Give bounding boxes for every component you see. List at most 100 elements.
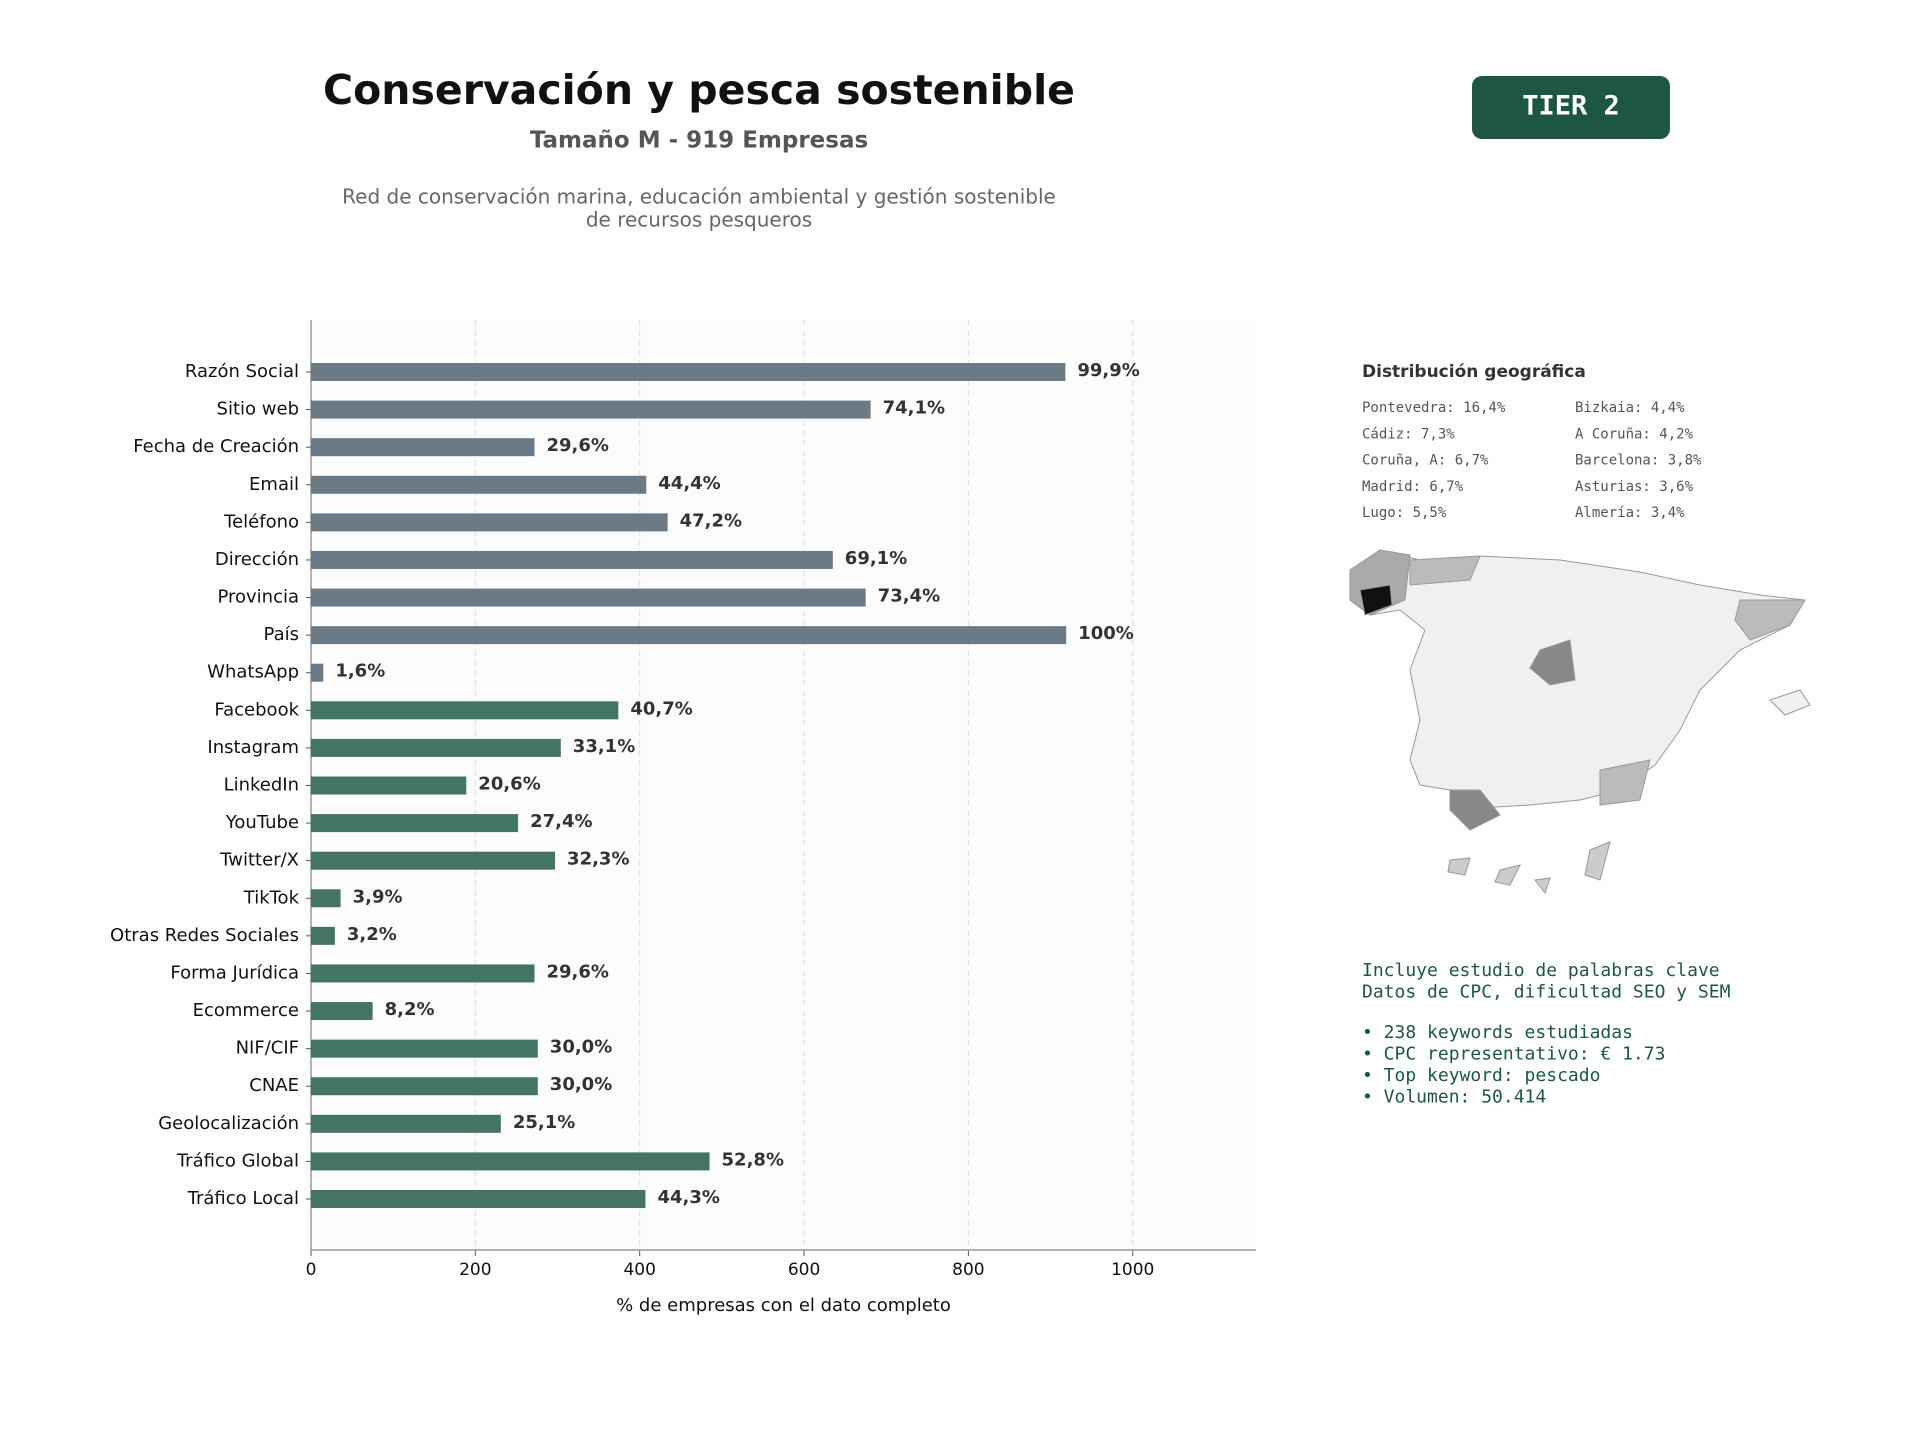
bar [311,701,619,720]
value-label: 74,1% [883,398,945,419]
geo-entry: Asturias: 3,6% [1575,479,1694,495]
value-label: 20,6% [478,774,540,795]
bar [311,776,467,795]
value-label: 30,0% [550,1074,612,1095]
geo-entry: Madrid: 6,7% [1362,479,1464,495]
bar [311,475,647,494]
value-label: 40,7% [630,698,692,719]
y-tick-label: NIF/CIF [236,1038,299,1059]
bar [311,889,341,908]
bar [311,363,1066,381]
y-tick-label: Sitio web [217,399,299,420]
geo-entry: Coruña, A: 6,7% [1362,453,1489,469]
value-label: 29,6% [547,435,609,456]
y-tick-label: Tráfico Local [187,1188,299,1209]
region [1529,639,1576,686]
x-tick-label: 400 [623,1260,655,1280]
y-tick-label: Dirección [215,549,299,570]
region [1599,759,1651,806]
geo-entry: Bizkaia: 4,4% [1575,400,1685,416]
bar [311,814,519,833]
value-label: 69,1% [845,548,907,569]
geo-entry: Barcelona: 3,8% [1575,453,1702,469]
value-label: 73,4% [878,586,940,607]
x-axis-label: % de empresas con el dato completo [616,1295,951,1316]
description: de recursos pesqueros [586,208,812,232]
bar [311,1002,373,1021]
x-tick-label: 0 [306,1260,317,1280]
value-label: 3,2% [347,924,397,945]
value-label: 47,2% [680,510,742,531]
y-tick-label: CNAE [249,1075,299,1096]
map [1349,549,1811,895]
value-label: 52,8% [722,1149,784,1170]
y-tick-label: Fecha de Creación [133,436,299,457]
region [1359,584,1393,616]
bar [311,1152,710,1171]
y-tick-label: Ecommerce [193,1000,299,1021]
x-tick-label: 600 [788,1260,820,1280]
bar [311,588,866,607]
bar [311,1190,646,1208]
bar [311,964,535,983]
bar [311,626,1067,645]
y-tick-label: Facebook [214,699,299,720]
y-tick-label: País [264,624,299,645]
value-label: 100% [1078,623,1134,644]
y-tick-label: Provincia [217,587,299,608]
y-tick-label: Twitter/X [219,850,299,871]
keyword-bullet: • Volumen: 50.414 [1362,1087,1546,1108]
region [1449,789,1501,831]
bar [311,400,871,419]
island [1769,689,1811,716]
y-tick-label: Otras Redes Sociales [110,925,299,946]
value-label: 30,0% [550,1037,612,1058]
geo-title: Distribución geográfica [1362,362,1586,382]
y-tick-label: WhatsApp [207,662,299,683]
value-label: 8,2% [385,999,435,1020]
geo-entry: Pontevedra: 16,4% [1362,400,1506,416]
keyword-intro: Incluye estudio de palabras clave [1362,960,1720,981]
value-label: 1,6% [335,661,385,682]
value-label: 3,9% [353,886,403,907]
geo-entry: Lugo: 5,5% [1362,505,1447,521]
y-tick-label: Tráfico Global [176,1150,299,1171]
geo-entry: Cádiz: 7,3% [1362,426,1455,442]
island [1447,841,1611,895]
bar [311,851,556,870]
badge-label: TIER 2 [1522,91,1620,122]
value-label: 29,6% [547,961,609,982]
keyword-intro: Datos de CPC, dificultad SEO y SEM [1362,982,1731,1003]
y-tick-label: Email [249,474,299,495]
value-label: 99,9% [1077,360,1139,381]
subtitle: Tamaño M - 919 Empresas [530,128,868,154]
keyword-bullet: • Top keyword: pescado [1362,1065,1600,1086]
y-tick-label: YouTube [225,812,299,833]
x-tick-label: 200 [459,1260,491,1280]
geo-entry: Almería: 3,4% [1575,505,1685,521]
region [1734,599,1806,641]
value-label: 44,3% [657,1187,719,1208]
y-tick-label: TikTok [243,887,300,908]
y-tick-label: LinkedIn [224,775,299,796]
badge [1472,76,1670,139]
bar [311,663,324,682]
bar [311,550,833,569]
bar [311,926,335,945]
bar [311,1114,501,1133]
geo-entry: A Coruña: 4,2% [1575,426,1694,442]
bar [311,738,561,757]
value-label: 32,3% [567,849,629,870]
value-label: 27,4% [530,811,592,832]
value-label: 25,1% [513,1112,575,1133]
y-tick-label: Instagram [207,737,299,758]
region [1409,555,1481,586]
keyword-bullet: • 238 keywords estudiadas [1362,1022,1633,1043]
description: Red de conservación marina, educación am… [342,185,1056,209]
y-tick-label: Forma Jurídica [170,962,299,983]
spain-shape [1349,549,1806,809]
value-label: 33,1% [573,736,635,757]
bar [311,438,535,457]
y-tick-label: Geolocalización [158,1113,299,1134]
